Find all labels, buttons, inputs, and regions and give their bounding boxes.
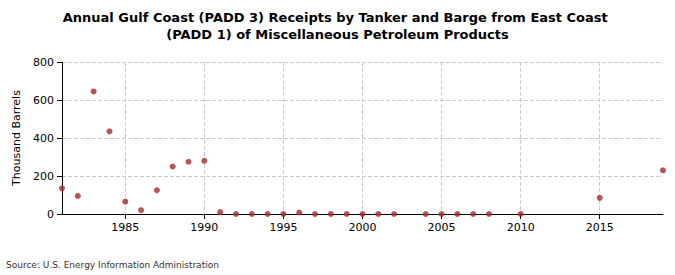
svg-text:Source: U.S. Energy Informatio: Source: U.S. Energy Information Administ… <box>6 260 219 270</box>
svg-text:2015: 2015 <box>586 221 614 234</box>
svg-text:600: 600 <box>33 94 54 107</box>
svg-text:2000: 2000 <box>349 221 377 234</box>
svg-text:2005: 2005 <box>428 221 456 234</box>
svg-text:800: 800 <box>33 56 54 69</box>
svg-text:200: 200 <box>33 170 54 183</box>
svg-text:1985: 1985 <box>111 221 139 234</box>
svg-text:400: 400 <box>33 132 54 145</box>
svg-text:Annual Gulf Coast (PADD 3) Rec: Annual Gulf Coast (PADD 3) Receipts by T… <box>63 10 613 25</box>
svg-text:2010: 2010 <box>507 221 535 234</box>
svg-text:1990: 1990 <box>190 221 218 234</box>
svg-text:Thousand Barrels: Thousand Barrels <box>10 90 23 187</box>
svg-text:0: 0 <box>47 208 54 221</box>
svg-text:1995: 1995 <box>269 221 297 234</box>
svg-text:(PADD 1) of Miscellaneous Petr: (PADD 1) of Miscellaneous Petroleum Prod… <box>166 27 509 42</box>
